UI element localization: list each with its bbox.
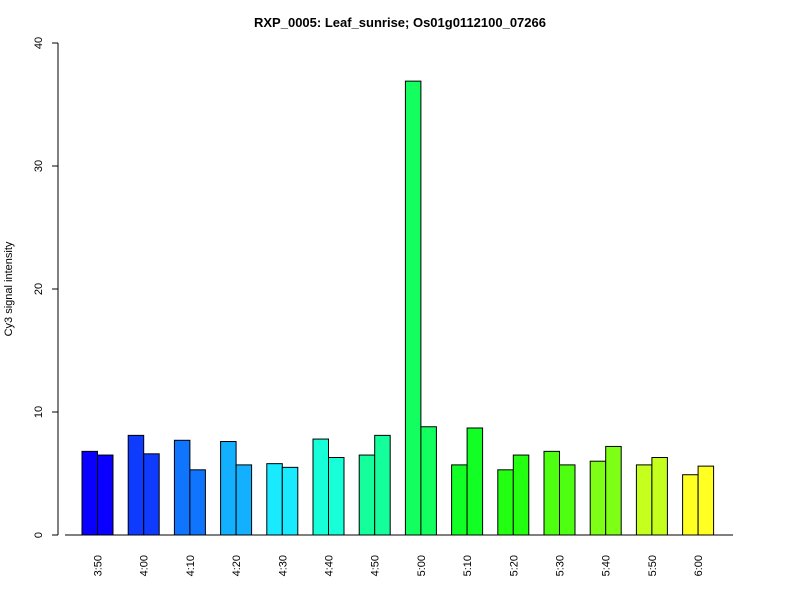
bar-430-2	[281, 466, 299, 536]
bar-410-1	[173, 439, 191, 536]
bar-510-2	[466, 427, 484, 536]
x-tick-label: 5:20	[508, 555, 520, 576]
x-tick-label: 6:00	[693, 555, 705, 576]
bar-520-2	[512, 454, 530, 536]
x-tick-label: 4:20	[231, 555, 243, 576]
x-tick-label: 4:40	[324, 555, 336, 576]
x-tick-label: 5:50	[647, 555, 659, 576]
y-axis-label: Cy3 signal intensity	[3, 241, 15, 336]
bar-510-1	[451, 464, 468, 536]
bar-410-2	[189, 469, 206, 536]
bar-600-2	[697, 465, 715, 536]
bar-600-1	[682, 474, 699, 536]
x-tick-label: 5:40	[601, 555, 613, 576]
x-tick-label: 5:00	[416, 555, 428, 576]
bar-450-1	[358, 454, 376, 536]
bar-530-1	[543, 450, 560, 536]
x-tick-label: 5:30	[555, 555, 567, 576]
y-axis: 0 10 20 30 40	[33, 37, 59, 538]
bar-540-2	[605, 445, 622, 536]
x-tick-label: 4:10	[185, 555, 197, 576]
bar-500-1	[404, 80, 422, 536]
x-tick-label: 4:50	[370, 555, 382, 576]
bar-530-2	[559, 464, 576, 536]
x-tick-label: 3:50	[93, 555, 105, 576]
bar-350-2	[97, 454, 114, 536]
chart-title: RXP_0005: Leaf_sunrise; Os01g0112100_072…	[254, 15, 546, 30]
x-axis-labels: 3:50 4:00 4:10 4:20 4:30 4:40 4:50 5:00 5:10 5:20…	[93, 555, 706, 576]
y-tick-label: 10	[33, 406, 45, 418]
x-tick-label: 5:10	[462, 555, 474, 576]
bar-450-2	[374, 434, 391, 536]
x-tick-label: 4:00	[139, 555, 151, 576]
bar-440-1	[312, 438, 329, 536]
y-tick-label: 30	[33, 160, 45, 172]
y-tick-label: 20	[33, 283, 45, 295]
bars	[81, 80, 715, 536]
y-tick-label: 40	[33, 37, 45, 49]
bar-400-1	[127, 434, 145, 536]
bar-550-1	[635, 464, 653, 536]
bar-350-1	[81, 450, 98, 536]
bar-400-2	[143, 453, 160, 536]
x-tick-label: 4:30	[277, 555, 289, 576]
bar-420-1	[220, 441, 237, 536]
bar-520-1	[497, 469, 514, 536]
bar-540-1	[589, 460, 607, 536]
bar-420-2	[235, 464, 253, 536]
y-tick-label: 0	[33, 532, 45, 538]
bar-430-1	[266, 463, 283, 536]
bar-550-2	[651, 457, 668, 536]
bar-500-2	[420, 426, 437, 536]
bar-440-2	[328, 457, 345, 536]
